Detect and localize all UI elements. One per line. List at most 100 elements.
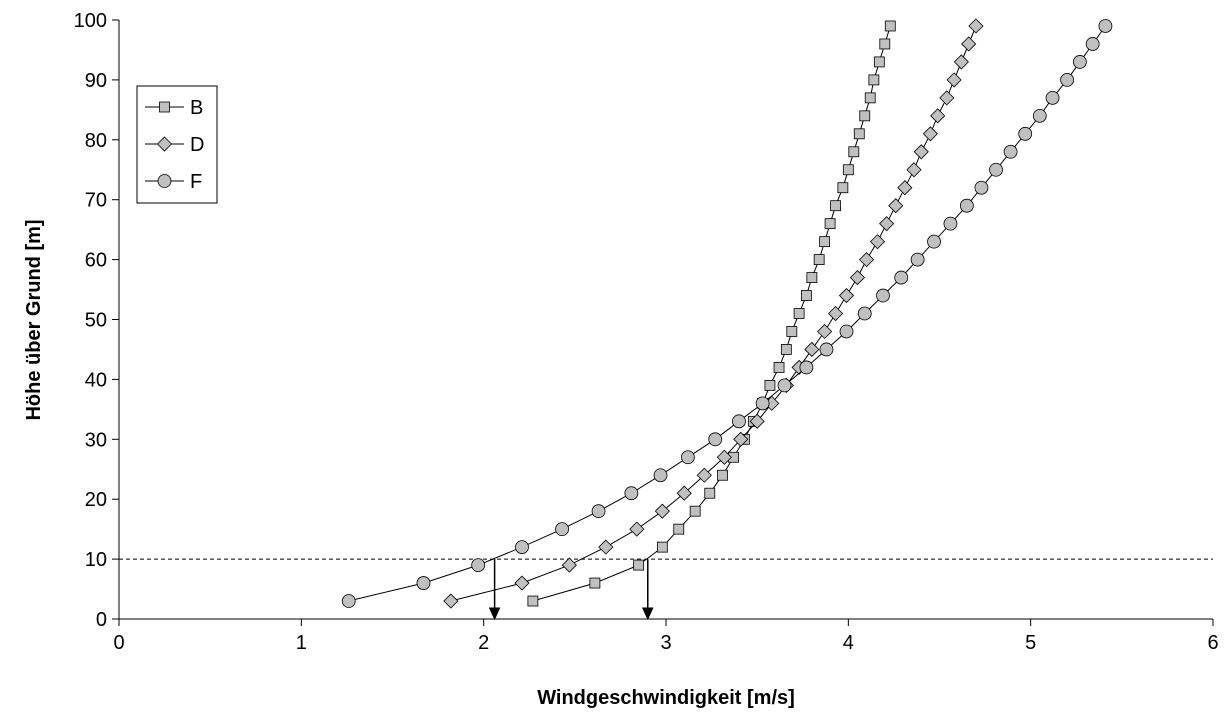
- legend-label-F: F: [190, 171, 202, 193]
- data-point-B: [527, 595, 539, 607]
- data-point-D: [953, 54, 969, 70]
- data-point-B: [800, 290, 812, 301]
- y-axis-title: Höhe über Grund [m]: [23, 219, 45, 420]
- x-tick-label: 0: [113, 632, 124, 654]
- data-point-F: [974, 180, 989, 195]
- data-point-B: [773, 362, 785, 373]
- data-point-D: [906, 162, 922, 178]
- data-point-F: [799, 360, 814, 375]
- data-point-F: [819, 342, 834, 357]
- data-point-B: [837, 182, 849, 194]
- data-point-B: [879, 38, 891, 50]
- data-point-D: [817, 323, 833, 340]
- data-point-F: [1018, 126, 1033, 141]
- y-tick-label: 70: [85, 190, 107, 212]
- data-point-B: [824, 218, 836, 230]
- data-point-D: [869, 234, 886, 250]
- data-point-D: [961, 36, 977, 52]
- data-point-D: [804, 341, 820, 358]
- x-tick-label: 2: [478, 632, 489, 654]
- data-point-B: [704, 487, 716, 499]
- data-point-D: [561, 557, 577, 573]
- data-point-F: [755, 396, 770, 411]
- data-point-D: [749, 413, 765, 429]
- y-tick-label: 40: [85, 369, 107, 391]
- data-point-D: [879, 216, 895, 232]
- data-point-B: [830, 200, 841, 212]
- data-point-B: [819, 236, 831, 248]
- data-point-D: [849, 270, 866, 286]
- plot-area: [119, 20, 1213, 619]
- data-point-F: [471, 558, 486, 572]
- data-point-F: [839, 324, 854, 339]
- data-point-B: [689, 505, 701, 517]
- data-point-F: [910, 252, 925, 267]
- y-tick-label: 100: [74, 10, 107, 32]
- data-point-F: [515, 540, 529, 555]
- y-tick-label: 60: [85, 250, 107, 272]
- series-D: [443, 18, 984, 609]
- data-point-F: [989, 162, 1003, 177]
- data-point-F: [1045, 90, 1060, 105]
- y-tick-label: 30: [85, 429, 107, 451]
- y-tick-label: 50: [85, 310, 107, 332]
- data-point-F: [1032, 108, 1047, 123]
- arrow-head: [488, 607, 501, 621]
- data-point-B: [793, 308, 805, 319]
- data-point-D: [913, 144, 929, 160]
- data-point-D: [859, 252, 875, 268]
- data-point-F: [653, 468, 668, 483]
- data-point-F: [416, 576, 431, 590]
- arrow-head: [641, 607, 654, 621]
- data-point-D: [654, 503, 670, 519]
- data-point-B: [884, 20, 896, 32]
- data-point-D: [696, 467, 712, 483]
- data-point-F: [591, 504, 606, 519]
- data-point-B: [873, 56, 885, 68]
- data-point-B: [842, 164, 854, 176]
- data-point-D: [676, 485, 692, 501]
- data-point-B: [813, 254, 825, 266]
- x-tick-label: 4: [843, 632, 854, 654]
- legend-marker-D: [156, 136, 173, 152]
- data-point-D: [598, 539, 614, 555]
- x-tick-label: 5: [1025, 632, 1036, 654]
- data-point-D: [838, 287, 855, 304]
- data-point-F: [624, 486, 639, 501]
- data-point-B: [673, 523, 685, 535]
- data-point-B: [656, 541, 668, 553]
- x-axis-title: Windgeschwindigkeit [m/s]: [537, 687, 795, 709]
- data-point-B: [868, 74, 880, 86]
- data-point-D: [922, 126, 938, 142]
- data-point-D: [514, 575, 530, 591]
- data-point-F: [927, 234, 941, 249]
- data-point-D: [946, 72, 962, 88]
- data-point-D: [443, 593, 459, 609]
- data-point-B: [806, 272, 818, 283]
- data-point-D: [828, 305, 844, 322]
- series-F: [341, 19, 1113, 608]
- data-point-F: [1085, 37, 1100, 51]
- data-point-F: [732, 414, 746, 429]
- data-point-F: [894, 270, 909, 285]
- data-point-F: [959, 198, 974, 213]
- data-point-D: [939, 90, 955, 106]
- data-point-F: [1098, 19, 1113, 33]
- y-tick-label: 0: [96, 609, 107, 631]
- data-point-D: [733, 431, 749, 447]
- y-tick-label: 20: [85, 489, 107, 511]
- legend-label-D: D: [190, 134, 204, 156]
- data-point-F: [857, 306, 872, 321]
- x-tick-label: 3: [660, 632, 671, 654]
- data-point-B: [589, 577, 601, 589]
- data-point-B: [780, 344, 792, 355]
- legend-marker-B: [159, 101, 170, 113]
- data-point-D: [888, 198, 904, 214]
- x-tick-label: 6: [1207, 632, 1218, 654]
- data-point-F: [341, 594, 356, 608]
- data-point-D: [897, 180, 913, 196]
- data-point-B: [717, 469, 728, 481]
- legend-marker-F: [157, 174, 172, 188]
- y-tick-label: 90: [85, 70, 107, 92]
